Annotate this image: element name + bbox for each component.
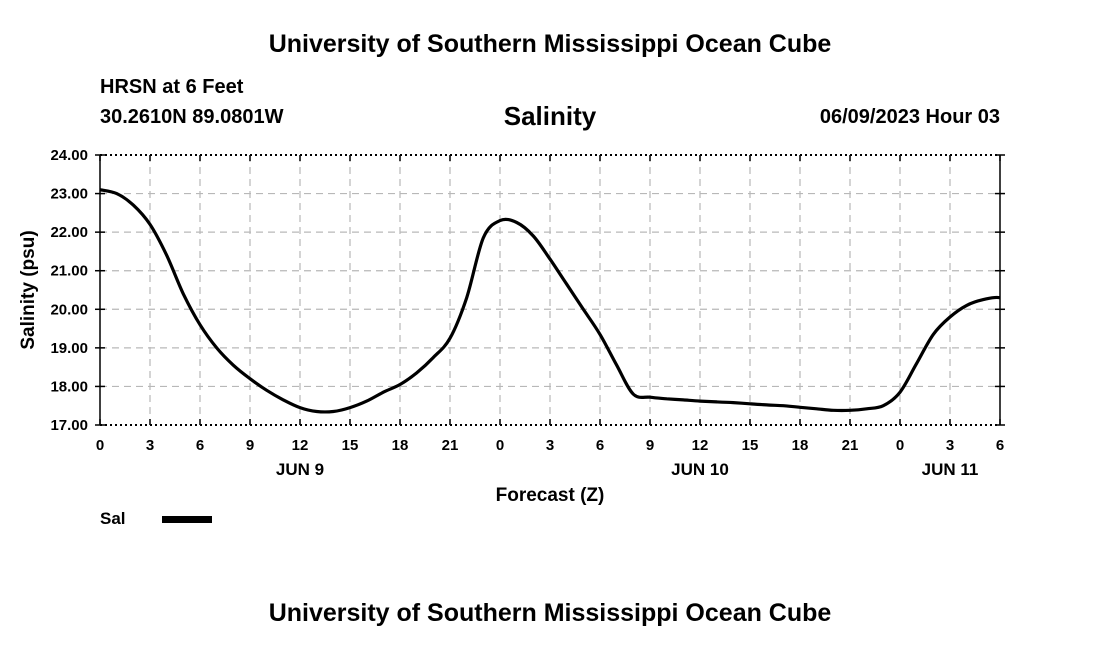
series-line-sal xyxy=(100,188,1000,414)
x-tick-label: 9 xyxy=(246,437,254,454)
x-axis-label: Forecast (Z) xyxy=(496,485,605,506)
y-tick-label: 21.00 xyxy=(50,263,88,280)
legend-swatch xyxy=(162,516,212,523)
x-tick-label: 15 xyxy=(742,437,759,454)
x-tick-label: 0 xyxy=(896,437,904,454)
day-label: JUN 9 xyxy=(276,460,324,479)
x-tick-label: 6 xyxy=(596,437,604,454)
station-coordinates: 30.2610N 89.0801W xyxy=(100,106,284,128)
y-tick-label: 18.00 xyxy=(50,378,88,395)
footer-org-title: University of Southern Mississippi Ocean… xyxy=(268,599,832,627)
x-tick-label: 18 xyxy=(792,437,809,454)
org-title: University of Southern Mississippi Ocean… xyxy=(268,30,832,58)
x-tick-label: 15 xyxy=(342,437,359,454)
day-label: JUN 10 xyxy=(671,460,729,479)
chart-title: Salinity xyxy=(503,101,597,131)
y-axis-label: Salinity (psu) xyxy=(18,230,39,349)
x-tick-label: 6 xyxy=(996,437,1004,454)
x-tick-label: 12 xyxy=(692,437,709,454)
y-tick-label: 22.00 xyxy=(50,224,88,241)
x-tick-label: 0 xyxy=(496,437,504,454)
y-tick-label: 20.00 xyxy=(50,301,88,318)
day-label: JUN 11 xyxy=(922,460,979,479)
forecast-datetime: 06/09/2023 Hour 03 xyxy=(819,106,1000,128)
x-tick-label: 21 xyxy=(842,437,859,454)
x-tick-label: 3 xyxy=(946,437,954,454)
y-tick-label: 24.00 xyxy=(50,147,88,164)
y-tick-label: 23.00 xyxy=(50,186,88,203)
x-tick-label: 9 xyxy=(646,437,654,454)
x-tick-label: 3 xyxy=(546,437,554,454)
legend-label: Sal xyxy=(100,509,126,528)
x-tick-label: 12 xyxy=(292,437,309,454)
station-name: HRSN at 6 Feet xyxy=(100,76,244,98)
y-tick-label: 19.00 xyxy=(50,340,88,357)
x-tick-label: 21 xyxy=(442,437,459,454)
x-tick-label: 6 xyxy=(196,437,204,454)
y-tick-label: 17.00 xyxy=(50,417,88,434)
x-tick-label: 0 xyxy=(96,437,104,454)
x-tick-label: 18 xyxy=(392,437,409,454)
x-tick-label: 3 xyxy=(146,437,154,454)
